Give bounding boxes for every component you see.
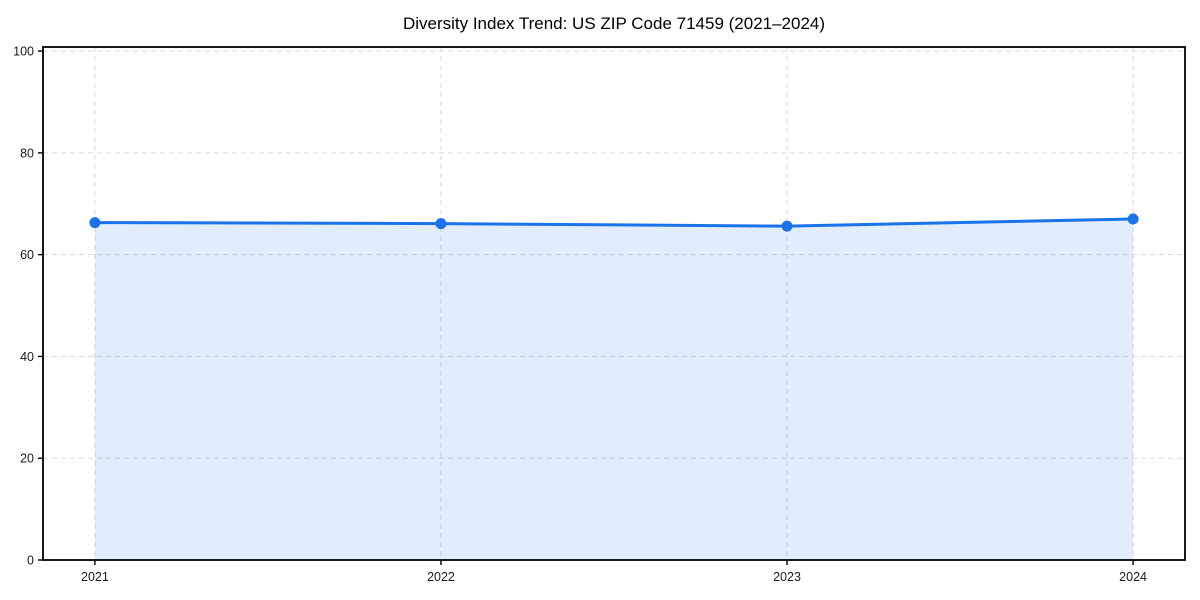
y-tick-label: 60 [20, 248, 34, 262]
data-point-marker [435, 218, 447, 230]
y-tick-label: 80 [20, 146, 34, 160]
axis-ticks: 0 20 40 60 80 100 2021 2022 2023 2024 [13, 45, 1147, 584]
series-line [93, 217, 1135, 228]
y-tick-label: 40 [20, 350, 34, 364]
series-markers [89, 213, 1139, 232]
chart-title: Diversity Index Trend: US ZIP Code 71459… [403, 14, 825, 33]
data-point-marker [781, 220, 793, 232]
x-gridlines [94, 47, 1134, 560]
plot-area: 0 20 40 60 80 100 2021 2022 2023 2024 [13, 45, 1186, 584]
data-point-marker [89, 217, 101, 229]
y-tick-label: 100 [13, 45, 34, 59]
y-tick-label: 0 [27, 554, 34, 568]
x-tick-label: 2022 [427, 570, 455, 584]
series-area-fill [94, 219, 1134, 560]
y-tick-label: 20 [20, 452, 34, 466]
data-point-marker [1127, 213, 1139, 225]
axes-border [42, 46, 1186, 561]
x-tick-label: 2023 [773, 570, 801, 584]
x-tick-label: 2021 [81, 570, 109, 584]
x-tick-label: 2024 [1119, 570, 1147, 584]
